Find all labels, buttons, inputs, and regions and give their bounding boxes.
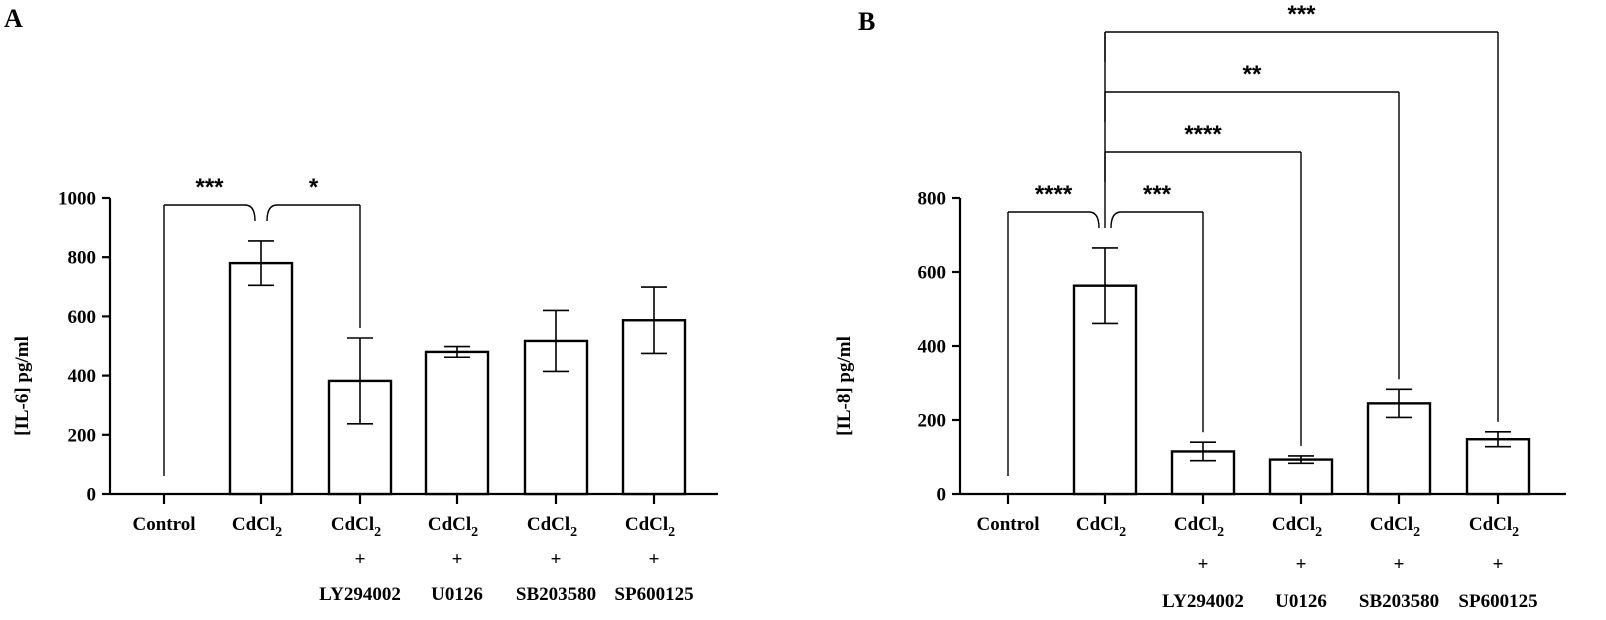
significance-label: **** (1184, 121, 1222, 148)
svg-text:CdCl2: CdCl2 (1076, 514, 1126, 540)
x-tick-label: Control (133, 514, 196, 535)
svg-text:U0126: U0126 (431, 584, 483, 605)
x-tick-label: CdCl2 + SB203580 (1359, 514, 1439, 612)
svg-text:+: + (1493, 554, 1504, 575)
svg-text:Control: Control (133, 514, 196, 535)
svg-text:LY294002: LY294002 (1162, 591, 1244, 612)
svg-text:LY294002: LY294002 (319, 584, 401, 605)
significance-label: * (309, 174, 319, 201)
svg-text:SB203580: SB203580 (516, 584, 596, 605)
svg-text:CdCl2: CdCl2 (1370, 514, 1420, 540)
x-tick-label: CdCl2 + U0126 (428, 514, 483, 605)
svg-text:CdCl2: CdCl2 (527, 514, 577, 540)
x-tick-label: CdCl2 + U0126 (1272, 514, 1327, 612)
x-tick-label: CdCl2 + LY294002 (319, 514, 401, 605)
error-bar (444, 345, 470, 359)
x-tick-label: CdCl2 + SB203580 (516, 514, 596, 605)
svg-text:SP600125: SP600125 (1458, 591, 1537, 612)
y-tick-label: 600 (918, 263, 947, 284)
y-tick-label: 0 (87, 485, 97, 506)
y-axis-label: [IL-8] pg/ml (834, 336, 855, 436)
y-tick-label: 400 (918, 337, 947, 358)
svg-text:CdCl2: CdCl2 (1272, 514, 1322, 540)
bar (1268, 458, 1334, 496)
x-tick-label: CdCl2 + LY294002 (1162, 514, 1244, 612)
error-bar (543, 309, 569, 373)
error-bar (1386, 388, 1412, 419)
svg-text:CdCl2: CdCl2 (331, 514, 381, 540)
bar (1465, 438, 1531, 496)
panel-letter: B (858, 7, 875, 36)
svg-text:SP600125: SP600125 (614, 584, 693, 605)
x-tick-label: CdCl2 + SP600125 (614, 514, 693, 605)
x-tick-label: CdCl2 + SP600125 (1458, 514, 1537, 612)
y-tick-label: 600 (68, 307, 97, 328)
svg-text:CdCl2: CdCl2 (428, 514, 478, 540)
svg-text:Control: Control (977, 514, 1040, 535)
x-tick-label: CdCl2 (232, 514, 282, 540)
error-bar (1092, 247, 1118, 325)
significance-label: *** (1143, 181, 1172, 208)
y-tick-label: 800 (68, 248, 97, 269)
svg-text:CdCl2: CdCl2 (1469, 514, 1519, 540)
x-tick-label: Control (977, 514, 1040, 535)
bar (424, 350, 490, 496)
y-tick-label: 200 (68, 425, 97, 446)
svg-text:+: + (1198, 554, 1209, 575)
svg-text:CdCl2: CdCl2 (232, 514, 282, 540)
significance-bracket (163, 204, 256, 476)
error-bar (641, 286, 667, 355)
svg-text:U0126: U0126 (1275, 591, 1327, 612)
svg-text:+: + (551, 549, 562, 570)
error-bar (248, 240, 274, 287)
bar (1366, 402, 1432, 496)
y-axis-label: [IL-6] pg/ml (12, 336, 33, 436)
error-bar (1190, 441, 1216, 462)
svg-text:+: + (1296, 554, 1307, 575)
panel-letter: A (4, 4, 23, 33)
significance-bracket (1110, 211, 1204, 433)
svg-text:+: + (1394, 554, 1405, 575)
significance-bracket (266, 204, 361, 329)
bar (327, 379, 393, 496)
error-bar (1288, 455, 1314, 465)
significance-label: *** (195, 174, 224, 201)
significance-label: **** (1035, 181, 1073, 208)
y-tick-label: 200 (918, 411, 947, 432)
error-bar (1485, 431, 1511, 448)
y-tick-label: 0 (937, 485, 947, 506)
y-tick-label: 800 (918, 189, 947, 210)
bar (228, 261, 294, 496)
panel-a-chart: A 0 200 400 600 800 1000 [IL-6] pg/ml Control CdC… (4, 4, 718, 605)
svg-text:+: + (649, 549, 660, 570)
error-bar (347, 337, 373, 425)
significance-bracket (1104, 91, 1400, 380)
significance-bracket (1007, 211, 1100, 476)
y-tick-label: 400 (68, 366, 97, 387)
significance-label: *** (1287, 1, 1316, 28)
x-tick-label: CdCl2 (1076, 514, 1126, 540)
svg-text:+: + (452, 549, 463, 570)
significance-label: ** (1243, 61, 1262, 88)
svg-text:CdCl2: CdCl2 (1174, 514, 1224, 540)
svg-text:SB203580: SB203580 (1359, 591, 1439, 612)
svg-text:CdCl2: CdCl2 (625, 514, 675, 540)
svg-text:+: + (355, 549, 366, 570)
y-tick-label: 1000 (58, 189, 96, 210)
